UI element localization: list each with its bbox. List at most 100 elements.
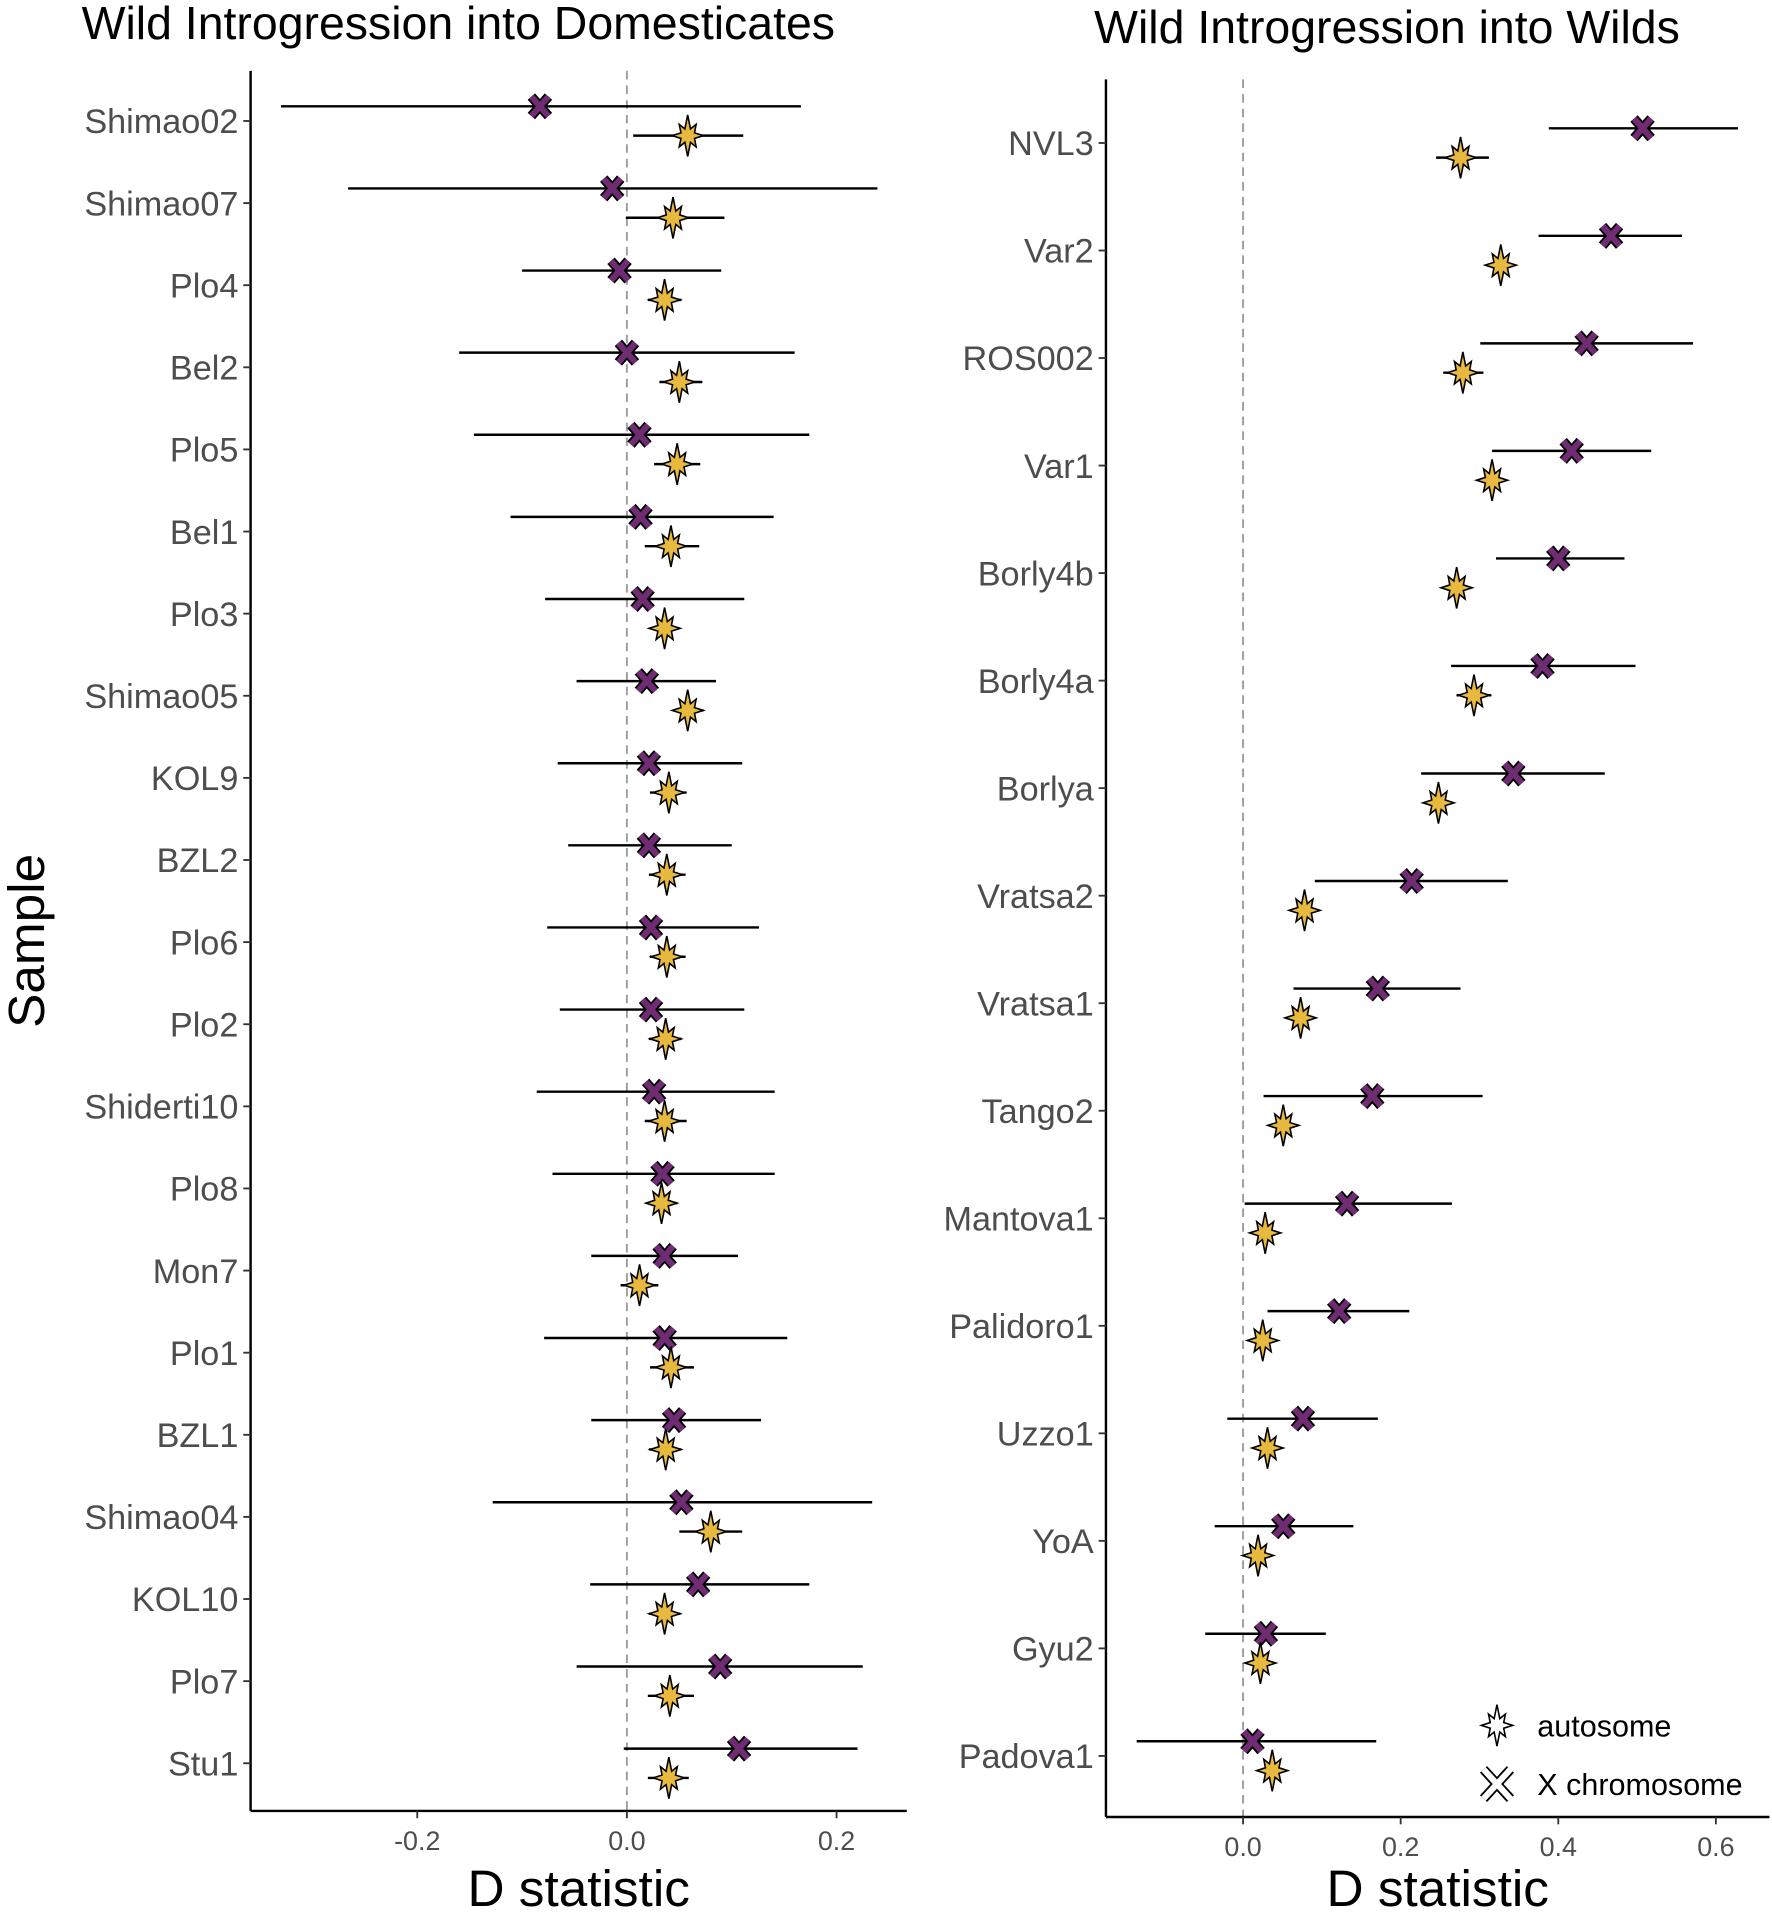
legend-x-chromosome-cross-icon (1479, 1766, 1515, 1802)
autosome-point (643, 1182, 680, 1225)
autosome-point (621, 1264, 658, 1307)
sample-label: Bel2 (170, 350, 238, 388)
autosome-point (659, 443, 696, 486)
autosome-point (1249, 1427, 1286, 1469)
x-chromosome-point (1326, 1298, 1352, 1325)
sample-label: Plo1 (170, 1335, 238, 1373)
sample-label: Var1 (1024, 448, 1094, 486)
x-chromosome-point (661, 1407, 687, 1434)
x-chromosome-point (1630, 115, 1655, 142)
autosome-point (669, 689, 706, 732)
chart-title: Wild Introgression into Domesticates (82, 0, 835, 49)
legend-label-x-chromosome: X chromosome (1537, 1768, 1742, 1802)
autosome-point (1244, 1319, 1281, 1362)
sample-label: Borly4a (978, 663, 1095, 701)
x-chromosome-point (669, 1489, 694, 1516)
legend-autosome-star (1478, 1704, 1516, 1747)
panel-domesticates: Wild Introgression into Domesticates D st… (82, 0, 907, 1916)
x-chromosome-point (599, 175, 625, 202)
x-chromosome-point (641, 1078, 667, 1105)
sample-label: Borly4b (978, 555, 1094, 593)
legend: autosome X chromosome (1478, 1704, 1743, 1802)
autosome-point (1420, 781, 1457, 824)
x-chromosome-point (1574, 330, 1599, 357)
autosome-point (650, 771, 687, 814)
x-chromosome-point (726, 1735, 752, 1762)
autosome-point (1438, 566, 1475, 609)
autosome-point (648, 935, 685, 978)
sample-label: YoA (1032, 1523, 1094, 1561)
x-chromosome-point (614, 339, 640, 366)
autosome-point (1282, 996, 1319, 1039)
x-chromosome-point (1546, 545, 1571, 572)
autosome-point (1455, 674, 1493, 717)
sample-label: Shimao02 (84, 103, 238, 141)
autosome-point (1242, 1642, 1279, 1684)
x-chromosome-point (1334, 1190, 1360, 1217)
autosome-point (646, 607, 683, 650)
autosome-point (652, 1346, 690, 1389)
x-chromosome-point (1365, 975, 1391, 1002)
x-chromosome-point (1271, 1513, 1296, 1540)
x-tick-label: 0.2 (1382, 1832, 1419, 1862)
x-chromosome-point (628, 503, 653, 530)
x-chromosome-point (650, 1160, 675, 1187)
x-chromosome-point (1530, 652, 1555, 679)
panel-wilds: Wild Introgression into Wilds D statistic… (944, 1, 1770, 1916)
sample-label: Plo3 (170, 596, 238, 634)
autosome-point (1444, 351, 1482, 394)
sample-label: Palidoro1 (949, 1308, 1094, 1346)
sample-label: Shimao05 (84, 678, 238, 716)
autosome-point (1473, 459, 1511, 502)
sample-label: Tango2 (982, 1093, 1094, 1131)
autosome-point (652, 525, 690, 568)
sample-label: Gyu2 (1012, 1631, 1094, 1669)
chart-title: Wild Introgression into Wilds (1094, 1, 1680, 53)
sample-label: Uzzo1 (997, 1416, 1094, 1454)
x-tick-label: 0.4 (1540, 1832, 1577, 1862)
sample-label: Shiderti10 (84, 1089, 238, 1127)
sample-label: Var2 (1024, 233, 1094, 271)
sample-label: Plo4 (170, 267, 238, 305)
sample-label: Shimao04 (84, 1499, 238, 1537)
sample-label: KOL9 (151, 760, 238, 798)
autosome-point (1482, 244, 1519, 287)
x-chromosome-point (1360, 1083, 1385, 1110)
x-chromosome-point (638, 996, 664, 1023)
sample-label: Padova1 (959, 1738, 1094, 1776)
x-chromosome-point (652, 1242, 677, 1269)
autosome-point (1246, 1212, 1284, 1254)
autosome-point (646, 278, 683, 321)
autosome-point (651, 1674, 689, 1717)
sample-label: KOL10 (132, 1581, 238, 1619)
sample-label: Plo2 (170, 1006, 238, 1044)
autosome-point (669, 114, 706, 157)
x-chromosome-point (1559, 437, 1584, 464)
x-chromosome-point (607, 257, 632, 284)
x-chromosome-point (1501, 760, 1526, 787)
x-chromosome-point (630, 586, 655, 612)
x-chromosome-point (636, 750, 662, 777)
sample-label: Plo7 (170, 1663, 238, 1701)
autosome-point (650, 1756, 687, 1799)
x-axis-title: D statistic (1327, 1860, 1549, 1916)
sample-label: Vratsa1 (977, 985, 1094, 1023)
autosome-point (1265, 1104, 1302, 1147)
sample-label: Bel1 (170, 514, 238, 552)
x-chromosome-point (707, 1653, 733, 1680)
x-chromosome-point (636, 832, 662, 859)
x-tick-label: 0.0 (608, 1826, 645, 1856)
sample-label: Mon7 (153, 1253, 239, 1291)
x-tick-label: -0.2 (394, 1826, 440, 1856)
autosome-point (648, 853, 685, 896)
sample-label: ROS002 (963, 340, 1094, 378)
sample-label: NVL3 (1008, 125, 1094, 163)
sample-label: Mantova1 (944, 1200, 1094, 1238)
x-chromosome-point (638, 914, 664, 941)
sample-label: BZL1 (157, 1417, 239, 1455)
x-chromosome-point (527, 93, 553, 120)
sample-label: Shimao07 (84, 185, 238, 223)
x-chromosome-point (1253, 1620, 1279, 1647)
autosome-point (654, 196, 692, 239)
x-tick-label: 0.2 (818, 1826, 855, 1856)
